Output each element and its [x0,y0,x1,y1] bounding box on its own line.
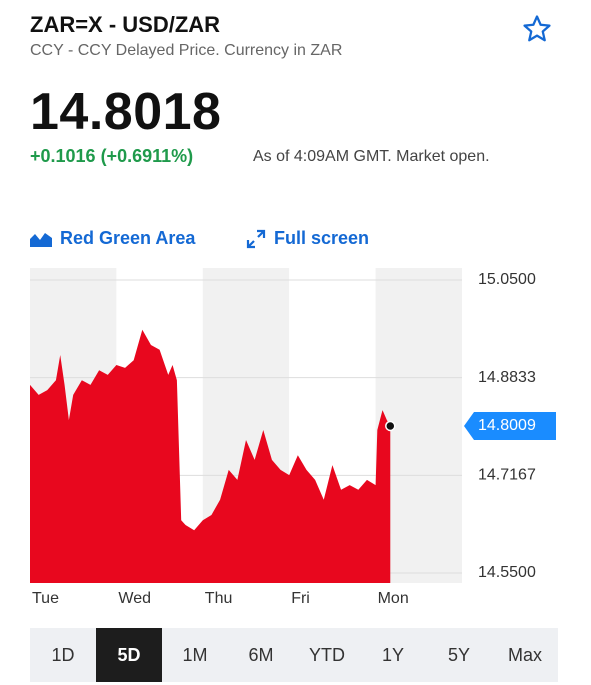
last-point [385,420,396,432]
chart-type-button[interactable]: Red Green Area [30,228,195,249]
x-tick-label: Thu [205,590,233,607]
y-tick-label: 14.7167 [478,467,536,484]
full-screen-button[interactable]: Full screen [246,228,369,249]
price: 14.8018 [30,83,222,141]
range-button[interactable]: YTD [309,644,345,665]
subtitle: CCY - CCY Delayed Price. Currency in ZAR [30,42,343,59]
x-tick-label: Wed [118,590,151,607]
range-button[interactable]: 1Y [381,644,405,665]
range-button[interactable]: Max [507,644,542,665]
range-button[interactable]: 6M [248,644,274,665]
range-button[interactable]: 1M [182,644,208,665]
chart: 15.0500 14.8833 14.7167 14.5500 Tue Wed Thu Fri… [30,268,556,607]
title: ZAR=X - USD/ZAR [30,12,221,37]
range-selector: 1D 5D 1M 6M YTD 1Y 5Y Max [30,628,558,682]
y-tick-label: 15.0500 [478,271,536,288]
x-tick-label: Mon [378,590,409,607]
price-change: +0.1016 (+0.6911%) [30,146,194,166]
watchlist-star[interactable] [522,14,552,44]
last-price-badge [464,411,556,440]
range-button[interactable]: 5Y [447,644,471,665]
range-button[interactable]: 1D [51,644,75,665]
x-tick-label: Tue [32,590,59,607]
range-button[interactable]: 5D [96,628,162,682]
expand-icon [246,229,266,248]
price-area [30,329,391,583]
full-screen-label: Full screen [274,228,370,248]
y-tick-label: 14.8833 [478,369,536,386]
chart-type-label: Red Green Area [60,228,196,248]
area-icon [30,232,52,247]
x-tick-label: Fri [291,590,310,607]
last-price-label: 14.8009 [478,417,536,434]
y-tick-label: 14.5500 [478,564,536,581]
as-of: As of 4:09AM GMT. Market open. [253,148,490,165]
